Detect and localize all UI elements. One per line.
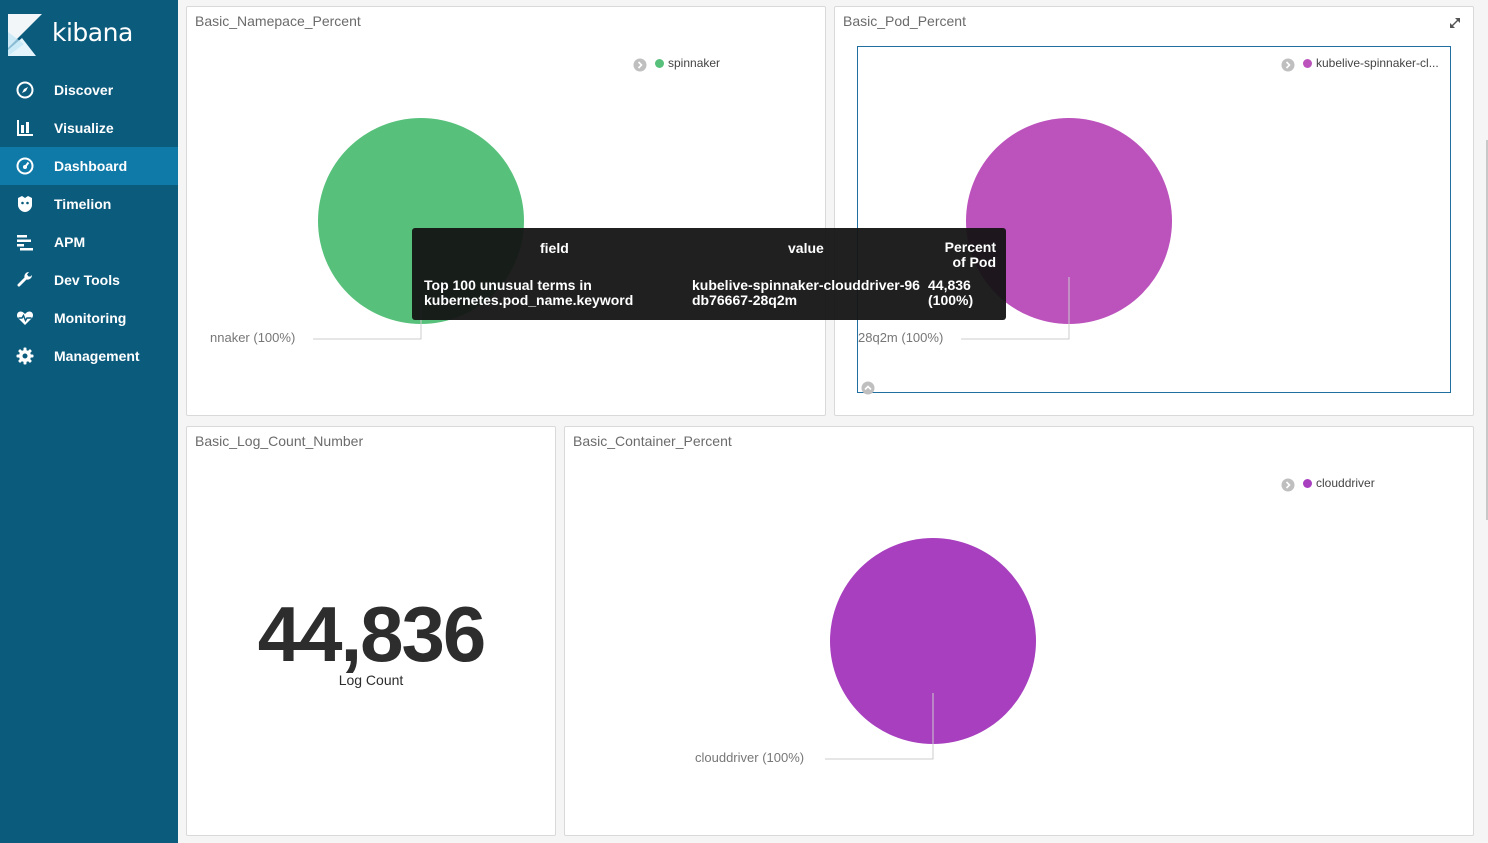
tooltip-value-line1: kubelive-spinnaker-clouddriver-96 — [692, 277, 920, 293]
tooltip-header-field: field — [540, 240, 569, 256]
metric-label: Log Count — [338, 672, 404, 688]
dashboard-icon — [16, 157, 34, 175]
panel-namespace-percent[interactable]: Basic_Namepace_Percent spinnaker nnaker … — [186, 6, 826, 416]
legend-color-dot — [1303, 479, 1312, 488]
chart-focus-outline — [857, 46, 1451, 393]
nav-discover[interactable]: Discover — [0, 71, 178, 109]
nav-label: Dev Tools — [54, 272, 120, 288]
chevron-up-icon[interactable] — [861, 381, 875, 395]
legend-item[interactable]: kubelive-spinnaker-cl... — [1281, 56, 1471, 72]
panel-pod-percent[interactable]: Basic_Pod_Percent kubelive-spinnaker-cl.… — [834, 6, 1474, 416]
wrench-icon — [17, 271, 33, 287]
tooltip-header-percent-line2: of Pod — [952, 254, 996, 270]
legend-label: kubelive-spinnaker-cl... — [1316, 56, 1439, 70]
tooltip-header-percent: Percent of Pod — [928, 240, 996, 270]
chart-tooltip: field value Percent of Pod Top 100 unusu… — [412, 228, 1006, 320]
tooltip-header-percent-line1: Percent — [944, 239, 996, 255]
nav-label: Visualize — [54, 120, 114, 136]
compass-icon — [16, 81, 34, 99]
tooltip-percent-cell: 44,836 (100%) — [928, 278, 973, 308]
nav-label: APM — [54, 234, 86, 250]
pie-chart — [961, 118, 1172, 340]
legend-label: clouddriver — [1316, 476, 1375, 490]
pie-slice[interactable] — [830, 538, 1036, 744]
chevron-right-icon[interactable] — [633, 58, 647, 72]
nav-dev-tools[interactable]: Dev Tools — [0, 261, 178, 299]
sidebar: kibana Discover Visualize Dashboard — [0, 0, 178, 843]
nav-apm[interactable]: APM — [0, 223, 178, 261]
legend-color-dot — [1303, 59, 1312, 68]
gear-icon — [16, 347, 34, 365]
slice-label: clouddriver (100%) — [695, 750, 805, 765]
nav-label: Monitoring — [54, 310, 127, 326]
nav-timelion[interactable]: Timelion — [0, 185, 178, 223]
slice-label-leader — [825, 693, 934, 760]
chevron-right-icon[interactable] — [1281, 478, 1295, 492]
bar-chart-icon — [17, 120, 33, 136]
tooltip-field-cell: Top 100 unusual terms in kubernetes.pod_… — [424, 278, 633, 308]
tooltip-field-line2: kubernetes.pod_name.keyword — [424, 292, 634, 308]
nav-label: Timelion — [54, 196, 112, 212]
kibana-logo[interactable]: kibana — [8, 14, 178, 58]
nav-visualize[interactable]: Visualize — [0, 109, 178, 147]
tooltip-percent: (100%) — [928, 292, 974, 308]
pie-slice[interactable] — [966, 118, 1172, 324]
timelion-icon — [18, 196, 32, 212]
nav-label: Management — [54, 348, 140, 364]
page-scrollbar[interactable] — [1480, 0, 1488, 843]
slice-label: 28q2m (100%) — [858, 330, 944, 345]
nav-dashboard[interactable]: Dashboard — [0, 147, 178, 185]
expand-icon[interactable] — [1448, 16, 1462, 30]
scrollbar-thumb[interactable] — [1486, 140, 1488, 520]
chevron-right-icon[interactable] — [1281, 58, 1295, 72]
heartbeat-icon — [16, 311, 34, 325]
panel-title: Basic_Pod_Percent — [843, 13, 966, 29]
legend-label: spinnaker — [668, 56, 721, 70]
panel-container-percent[interactable]: Basic_Container_Percent clouddriver clou… — [564, 426, 1474, 836]
tooltip-value-line2: db76667-28q2m — [692, 292, 798, 308]
legend-color-dot — [655, 59, 664, 68]
panel-title: Basic_Log_Count_Number — [195, 433, 364, 449]
nav-label: Dashboard — [54, 158, 128, 174]
slice-label-leader — [961, 277, 1070, 340]
pie-chart — [825, 538, 1036, 760]
panel-log-count[interactable]: Basic_Log_Count_Number 44,836 Log Count — [186, 426, 556, 836]
kibana-logo-icon — [8, 14, 42, 56]
pie-chart — [313, 118, 524, 340]
panel-title: Basic_Namepace_Percent — [195, 13, 361, 29]
nav-label: Discover — [54, 82, 114, 98]
tooltip-value-cell: kubelive-spinnaker-clouddriver-96 db7666… — [692, 278, 920, 308]
metric-value: 44,836 — [257, 590, 487, 678]
tooltip-count: 44,836 — [928, 277, 971, 293]
legend-item[interactable]: clouddriver — [1281, 476, 1441, 492]
nav-management[interactable]: Management — [0, 337, 178, 375]
tooltip-field-line1: Top 100 unusual terms in — [424, 277, 592, 293]
apm-icon — [17, 235, 33, 251]
app-name: kibana — [52, 18, 133, 47]
legend-item[interactable]: spinnaker — [633, 56, 793, 72]
nav-monitoring[interactable]: Monitoring — [0, 299, 178, 337]
slice-label: nnaker (100%) — [210, 330, 296, 345]
panel-title: Basic_Container_Percent — [573, 433, 732, 449]
tooltip-header-value: value — [788, 240, 824, 256]
